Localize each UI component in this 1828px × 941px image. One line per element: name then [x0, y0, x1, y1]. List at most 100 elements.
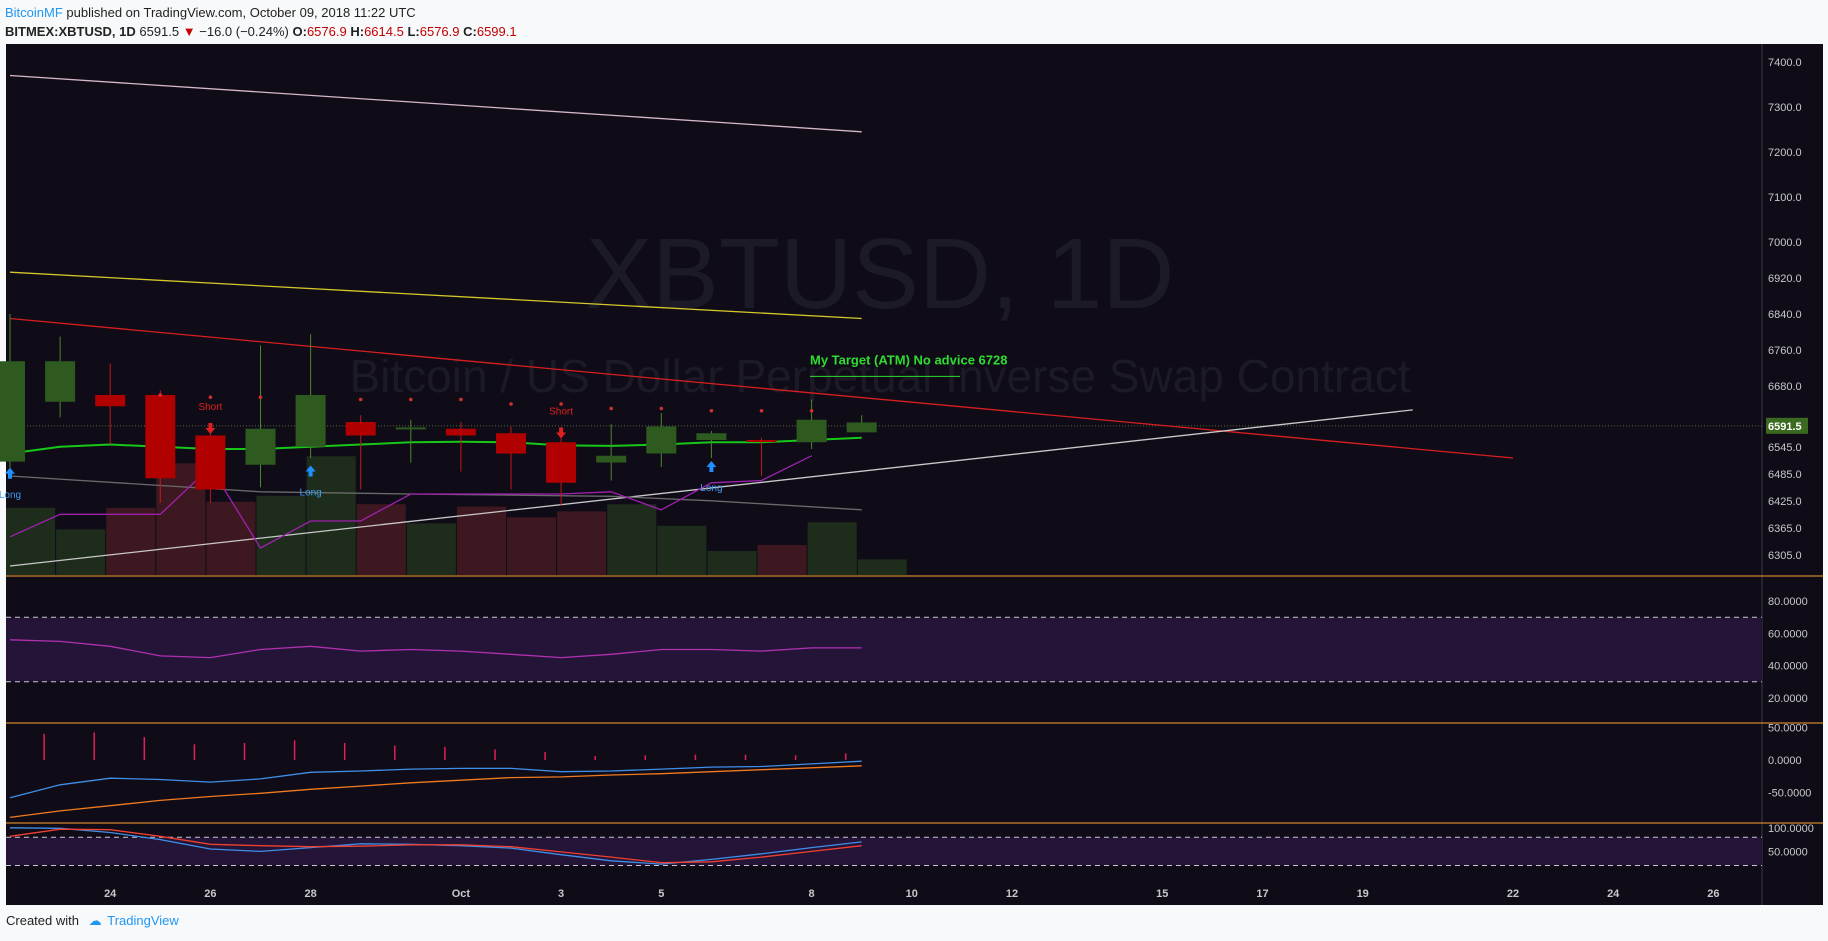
long-arrow-icon — [706, 461, 717, 472]
signal-dot — [459, 397, 463, 402]
close-label: C: — [463, 24, 477, 39]
date-tick-label: 12 — [1006, 888, 1018, 900]
last-price-tag: 6591.5 — [1766, 417, 1808, 434]
signal-dot — [208, 395, 213, 400]
price-tick-label: 6485.0 — [1768, 469, 1802, 481]
long-signal-label: Long — [299, 488, 321, 499]
signal-dot — [358, 397, 363, 402]
high-value: 6614.5 — [364, 24, 404, 39]
rsi-tick-label: 80.0000 — [1768, 596, 1808, 608]
tradingview-logo-icon[interactable]: ☁ — [88, 913, 102, 928]
candle-body — [295, 395, 326, 447]
long-signal-label: Long — [700, 483, 722, 494]
volume-bar — [857, 559, 907, 575]
volume-bar — [757, 545, 807, 575]
short-signal-label: Short — [549, 407, 573, 418]
signal-dot — [559, 402, 563, 406]
yellow-ma-line — [9, 271, 862, 320]
stoch-band — [6, 837, 1762, 866]
high-label: H: — [350, 24, 365, 39]
price-tick-label: 6365.0 — [1768, 523, 1802, 535]
candle-body — [395, 427, 426, 430]
date-tick-label: Oct — [452, 888, 471, 900]
long-signal-label: Long — [0, 490, 21, 501]
symbol-label: BITMEX:XBTUSD, 1D — [5, 24, 136, 39]
date-tick-label: 8 — [809, 888, 815, 900]
rsi-tick-label: 20.0000 — [1768, 693, 1808, 705]
candle-body — [596, 455, 627, 463]
price-tick-label: 7100.0 — [1768, 192, 1802, 204]
created-with-text: Created with — [6, 913, 79, 928]
short-arrow-icon — [556, 427, 567, 439]
signal-dot — [759, 408, 764, 413]
macd-line — [9, 760, 862, 799]
candle-body — [445, 428, 476, 436]
candle-body — [195, 435, 226, 490]
signal-dot — [509, 402, 513, 406]
signal-dot — [659, 406, 664, 411]
volume-bar — [807, 522, 857, 575]
volume-bar — [406, 523, 456, 575]
price-tick-label: 6680.0 — [1768, 381, 1802, 393]
stoch-line — [9, 828, 862, 864]
date-tick-label: 15 — [1156, 888, 1168, 900]
candle-body — [145, 395, 176, 479]
short-arrow-icon — [205, 423, 216, 434]
date-tick-label: 3 — [558, 888, 564, 900]
candle-body — [245, 428, 276, 465]
price-tick-label: 7300.0 — [1768, 102, 1802, 114]
candle-body — [0, 361, 25, 462]
volume-bar — [707, 551, 757, 575]
volume-bar — [56, 529, 106, 575]
date-tick-label: 24 — [1607, 888, 1620, 900]
price-tick-label: 6425.0 — [1768, 496, 1802, 508]
price-tick-label: 6760.0 — [1768, 345, 1802, 357]
price-tick-label: 6545.0 — [1768, 442, 1802, 454]
volume-bar — [356, 504, 406, 575]
rsi-band — [6, 617, 1762, 682]
candle-body — [646, 426, 677, 454]
open-label: O: — [292, 24, 307, 39]
watermark-symbol: XBTUSD, 1D — [585, 218, 1174, 330]
price-tick-label: 7000.0 — [1768, 237, 1802, 249]
date-tick-label: 5 — [658, 888, 664, 900]
chart-background — [6, 44, 1762, 905]
red-trendline-line — [9, 317, 1514, 459]
candle-body — [496, 433, 526, 454]
volume-bar — [456, 506, 506, 575]
chart-header: BitcoinMF published on TradingView.com, … — [5, 3, 517, 41]
date-tick-label: 26 — [1707, 888, 1719, 900]
date-tick-label: 19 — [1357, 888, 1369, 900]
volume-bar — [557, 511, 607, 575]
price-axis-background — [1762, 44, 1823, 905]
volume-bar — [106, 507, 156, 575]
date-tick-label: 22 — [1507, 888, 1519, 900]
author-link[interactable]: BitcoinMF — [5, 5, 63, 20]
last-price-axis-label: 6591.5 — [1768, 421, 1802, 433]
signal-dot — [809, 408, 814, 413]
published-text: published on TradingView.com, October 09… — [62, 5, 416, 20]
down-arrow-icon: ▼ — [182, 24, 196, 39]
date-tick-label: 10 — [906, 888, 918, 900]
date-tick-label: 17 — [1256, 888, 1268, 900]
long-arrow-icon — [5, 467, 15, 479]
date-tick-label: 26 — [204, 888, 216, 900]
open-value: 6576.9 — [306, 24, 347, 39]
signal-dot — [709, 408, 714, 413]
signal-dot — [258, 395, 263, 400]
candle-body — [95, 395, 126, 407]
signal-dot — [158, 393, 163, 397]
price-tick-label: 7200.0 — [1768, 147, 1802, 159]
volume-bar — [206, 501, 256, 575]
price-tick-label: 6840.0 — [1768, 309, 1802, 321]
tradingview-link[interactable]: TradingView — [107, 913, 179, 928]
macd-line — [9, 765, 862, 819]
candle-body — [696, 433, 727, 440]
low-value: 6576.9 — [419, 24, 460, 39]
rsi-tick-label: 60.0000 — [1768, 628, 1808, 640]
target-annotation[interactable]: My Target (ATM) No advice 6728 — [810, 352, 1007, 367]
upper-band-line — [9, 74, 862, 133]
candle-body — [345, 422, 376, 436]
candle-body — [546, 442, 577, 483]
